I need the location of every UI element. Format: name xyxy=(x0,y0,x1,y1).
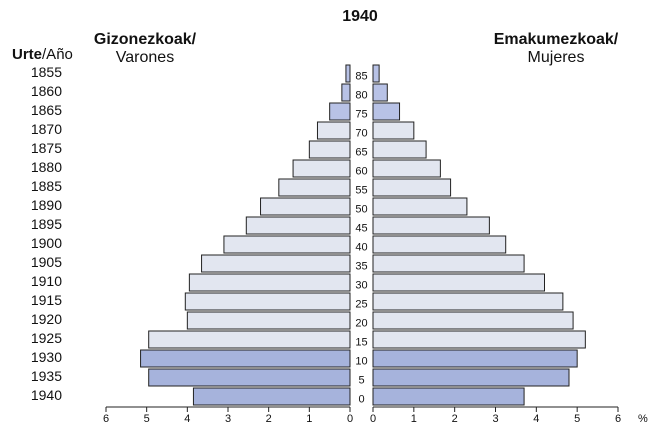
x-tick-label: 6 xyxy=(103,413,109,425)
year-label: 1910 xyxy=(31,273,62,289)
bar xyxy=(140,349,351,368)
year-label: 1860 xyxy=(31,83,62,99)
year-label: 1885 xyxy=(31,178,62,194)
bar xyxy=(184,292,351,311)
x-tick-label: 1 xyxy=(411,413,417,425)
bar xyxy=(329,102,351,121)
y-label: Urte/Año xyxy=(12,46,73,63)
year-label: 1940 xyxy=(31,387,62,403)
x-tick-label: 1 xyxy=(306,413,312,425)
bar xyxy=(188,273,351,292)
x-tick-label: 2 xyxy=(266,413,272,425)
bar xyxy=(372,159,441,178)
bar xyxy=(148,368,351,387)
age-label: 45 xyxy=(355,222,367,234)
bar xyxy=(372,197,468,216)
bar xyxy=(372,368,570,387)
age-label: 10 xyxy=(355,355,367,367)
bar xyxy=(245,216,351,235)
x-tick-label: 3 xyxy=(225,413,231,425)
legend-left-sub: Varones xyxy=(116,49,174,66)
age-label: 80 xyxy=(355,89,367,101)
year-label: 1890 xyxy=(31,197,62,213)
age-label: 60 xyxy=(355,165,367,177)
year-label: 1930 xyxy=(31,349,62,365)
year-label: 1865 xyxy=(31,102,62,118)
x-tick-label: 0 xyxy=(347,413,353,425)
year-label: 1870 xyxy=(31,121,62,137)
age-label: 75 xyxy=(355,108,367,120)
bar xyxy=(192,387,351,406)
year-label: 1900 xyxy=(31,235,62,251)
year-label: 1880 xyxy=(31,159,62,175)
age-label: 65 xyxy=(355,146,367,158)
bar xyxy=(201,254,351,273)
age-label: 0 xyxy=(358,393,364,405)
bar xyxy=(148,330,351,349)
age-label: 20 xyxy=(355,317,367,329)
x-tick-label: 4 xyxy=(533,413,539,425)
age-label: 50 xyxy=(355,203,367,215)
x-tick-label: 0 xyxy=(370,413,376,425)
year-label: 1920 xyxy=(31,311,62,327)
year-label: 1895 xyxy=(31,216,62,232)
bar xyxy=(341,83,351,102)
bar xyxy=(372,102,401,121)
bar xyxy=(316,121,351,140)
legend-right-sub: Mujeres xyxy=(528,49,585,66)
bar xyxy=(372,83,388,102)
age-label: 5 xyxy=(358,374,364,386)
bar xyxy=(345,64,351,83)
y-label-rest: /Año xyxy=(42,46,73,63)
legend-left: Gizonezkoak/ xyxy=(94,31,197,48)
bar xyxy=(372,121,415,140)
age-label: 85 xyxy=(355,70,367,82)
x-tick-label: 3 xyxy=(492,413,498,425)
chart-title: 1940 xyxy=(342,8,378,25)
year-label: 1905 xyxy=(31,254,62,270)
x-tick-label: 4 xyxy=(184,413,190,425)
bar xyxy=(372,330,586,349)
bar xyxy=(372,140,427,159)
year-label: 1855 xyxy=(31,64,62,80)
age-label: 70 xyxy=(355,127,367,139)
bar xyxy=(372,235,507,254)
bar xyxy=(372,216,490,235)
x-tick-label: 5 xyxy=(144,413,150,425)
year-label: 1915 xyxy=(31,292,62,308)
age-label: 40 xyxy=(355,241,367,253)
age-label: 35 xyxy=(355,260,367,272)
bar xyxy=(372,311,574,330)
x-unit: % xyxy=(638,413,648,425)
bar xyxy=(372,292,564,311)
bar xyxy=(308,140,351,159)
bar xyxy=(292,159,351,178)
x-tick-label: 2 xyxy=(452,413,458,425)
age-label: 15 xyxy=(355,336,367,348)
bar xyxy=(372,254,525,273)
year-label: 1875 xyxy=(31,140,62,156)
bar xyxy=(372,64,380,83)
age-label: 30 xyxy=(355,279,367,291)
x-tick-label: 6 xyxy=(615,413,621,425)
age-label: 25 xyxy=(355,298,367,310)
bar xyxy=(372,349,578,368)
year-label: 1925 xyxy=(31,330,62,346)
bar xyxy=(186,311,351,330)
bar xyxy=(372,273,545,292)
bar xyxy=(223,235,351,254)
y-label-bold: Urte xyxy=(12,46,42,63)
x-tick-label: 5 xyxy=(574,413,580,425)
bar xyxy=(260,197,351,216)
bar xyxy=(372,387,525,406)
age-label: 55 xyxy=(355,184,367,196)
bar xyxy=(278,178,351,197)
bar xyxy=(372,178,452,197)
year-label: 1935 xyxy=(31,368,62,384)
legend-right: Emakumezkoak/ xyxy=(494,31,619,48)
